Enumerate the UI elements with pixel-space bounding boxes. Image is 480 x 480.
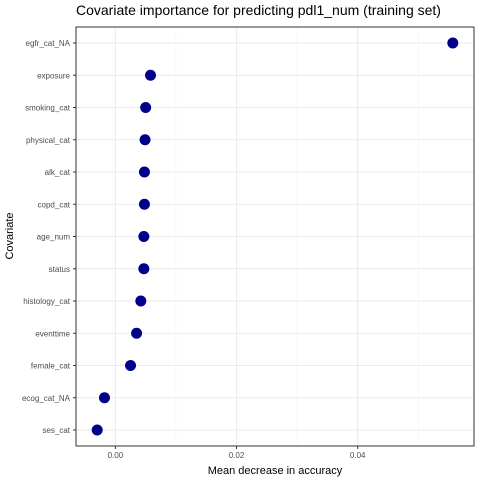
data-point [138,231,150,242]
data-point [138,166,150,178]
y-axis-ticks: egfr_cat_NA exposure smoking_cat physical_c… [22,39,76,435]
y-tick-label: female_cat [31,362,71,371]
y-axis-title: Covariate [4,212,16,259]
chart-title: Covariate importance for predicting pdl1… [76,2,441,18]
data-point [140,102,152,113]
y-tick-label: ecog_cat_NA [22,394,71,403]
y-tick-label: status [49,265,70,274]
y-tick-label: ses_cat [42,426,70,435]
x-axis-ticks: 0.00 0.02 0.04 [108,446,366,460]
data-point [98,392,110,404]
y-tick-label: copd_cat [38,200,71,209]
data-point [125,360,137,371]
data-points [91,37,459,436]
x-tick-label: 0.00 [108,451,124,460]
y-tick-label: exposure [37,71,70,80]
y-tick-label: age_num [37,233,71,242]
data-point [447,37,459,49]
data-point [91,424,103,436]
y-tick-label: physical_cat [26,136,71,145]
data-point [145,69,157,81]
data-point [131,327,143,339]
y-tick-label: smoking_cat [25,104,71,113]
data-point [139,134,151,146]
x-axis-title: Mean decrease in accuracy [208,465,343,477]
x-tick-label: 0.04 [350,451,366,460]
y-tick-label: eventtime [35,329,70,338]
y-tick-label: egfr_cat_NA [26,39,71,48]
y-tick-label: histology_cat [23,297,70,306]
data-point [138,198,150,210]
data-point [138,263,150,275]
x-tick-label: 0.02 [229,451,245,460]
y-tick-label: alk_cat [45,168,71,177]
data-point [135,295,147,307]
